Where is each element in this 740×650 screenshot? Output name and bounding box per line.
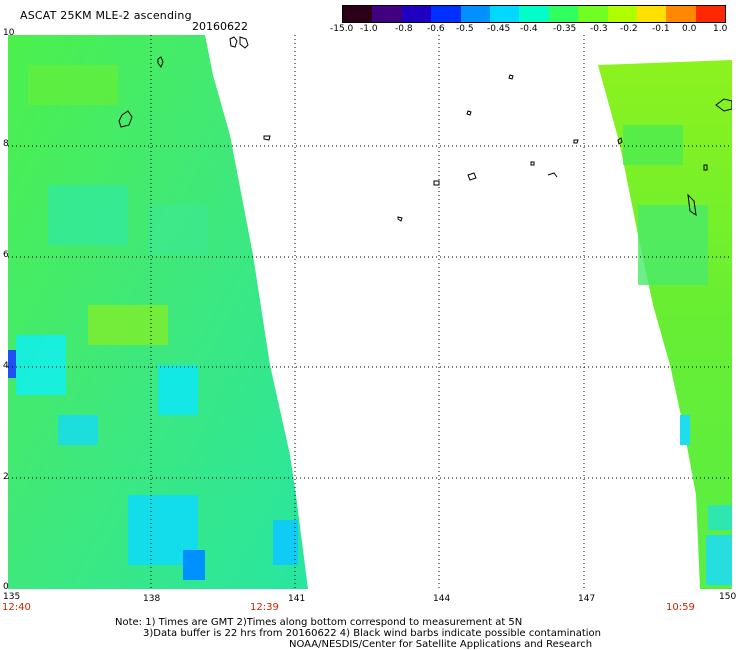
colorbar-label: -0.4 [520, 24, 538, 34]
x-axis-label: 138 [143, 594, 161, 604]
colorbar-swatch [695, 6, 726, 22]
product-date: 20160622 [192, 20, 248, 33]
x-axis-label: 141 [288, 594, 306, 604]
colorbar-label: -15.0 [330, 24, 354, 34]
swath-time-label: 12:39 [250, 602, 279, 613]
graticule [8, 35, 732, 589]
colorbar-label: -0.45 [487, 24, 511, 34]
note-line-1: Note: 1) Times are GMT 2)Times along bot… [115, 617, 523, 628]
colorbar-label: -1.0 [360, 24, 378, 34]
colorbar-swatch [636, 6, 667, 22]
colorbar-labels: -15.0 -1.0 -0.8 -0.6 -0.5 -0.45 -0.4 -0.… [330, 24, 740, 36]
x-axis-label: 144 [433, 594, 451, 604]
colorbar-label: 0.0 [682, 24, 697, 34]
y-axis-label: 8 [3, 139, 9, 149]
note-line-2: 3)Data buffer is 22 hrs from 20160622 4)… [143, 628, 601, 639]
colorbar-swatch [460, 6, 490, 22]
colorbar-label: -0.5 [456, 24, 474, 34]
x-axis-label: 147 [578, 594, 596, 604]
note-line-3: NOAA/NESDIS/Center for Satellite Applica… [289, 639, 593, 650]
colorbar-swatch [578, 6, 608, 22]
colorbar-label: -0.6 [427, 24, 445, 34]
colorbar-label: -0.3 [590, 24, 608, 34]
colorbar-label: -0.8 [395, 24, 413, 34]
colorbar-swatch [401, 6, 432, 22]
colorbar-swatch [343, 6, 373, 22]
scatterometer-swath-map [8, 35, 733, 589]
y-axis-label: 2 [3, 472, 9, 482]
swath-right [598, 60, 732, 589]
colorbar-swatch [431, 6, 461, 22]
swath-time-label: 10:59 [666, 602, 695, 613]
colorbar-swatch [548, 6, 579, 22]
colorbar-swatch [489, 6, 520, 22]
colorbar-label: -0.2 [620, 24, 638, 34]
map-area [8, 35, 733, 589]
y-axis-label: 6 [3, 250, 9, 260]
colorbar-label: 1.0 [713, 24, 728, 34]
swath-left [8, 35, 308, 589]
colorbar-swatch [607, 6, 637, 22]
colorbar-label: -0.35 [553, 24, 577, 34]
colorbar-swatch [372, 6, 402, 22]
swath-time-label: 12:40 [2, 602, 31, 613]
x-axis-label: 150 [719, 592, 737, 602]
x-axis-label: 135 [3, 592, 21, 602]
y-axis-label: 0 [3, 582, 9, 592]
colorbar-swatch [519, 6, 549, 22]
y-axis-label: 10 [3, 28, 15, 38]
y-axis-label: 4 [3, 361, 9, 371]
colorbar-label: -0.1 [652, 24, 670, 34]
product-title: ASCAT 25KM MLE-2 ascending [20, 9, 192, 22]
colorbar [342, 5, 726, 23]
colorbar-swatch [666, 6, 696, 22]
